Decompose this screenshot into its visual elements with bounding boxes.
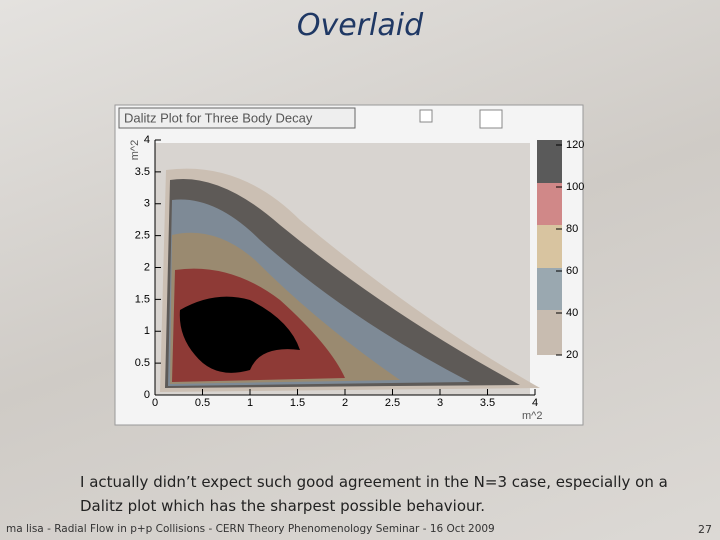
palette-swatch xyxy=(537,140,562,183)
slide-title: Overlaid xyxy=(296,8,424,43)
icon xyxy=(479,109,503,129)
x-tick-label: 1.5 xyxy=(290,397,305,409)
palette-tick-label: 20 xyxy=(566,349,578,361)
icon xyxy=(419,109,433,123)
palette-swatch xyxy=(537,310,562,355)
x-tick-label: 3.5 xyxy=(480,397,495,409)
caption-line: Dalitz plot which has the sharpest possi… xyxy=(80,497,486,515)
x-tick-label: 2.5 xyxy=(385,397,400,409)
y-axis-label: m^2 xyxy=(129,140,141,160)
y-tick-label: 3.5 xyxy=(135,166,150,178)
y-tick-label: 3 xyxy=(144,198,150,210)
caption-line: I actually didn’t expect such good agree… xyxy=(80,473,668,491)
y-tick-label: 1.5 xyxy=(135,293,150,305)
plot-title: Dalitz Plot for Three Body Decay xyxy=(124,110,313,125)
y-tick-label: 0.5 xyxy=(135,357,150,369)
palette-swatch xyxy=(537,183,562,225)
x-axis-label: m^2 xyxy=(522,410,542,422)
palette-tick-label: 120 xyxy=(566,139,584,151)
contour xyxy=(179,296,300,373)
y-tick-label: 2.5 xyxy=(135,230,150,242)
palette-swatch xyxy=(537,225,562,268)
y-tick-label: 4 xyxy=(144,134,150,146)
x-tick-label: 3 xyxy=(437,397,443,409)
palette-tick-label: 40 xyxy=(566,307,578,319)
plot-title-box xyxy=(118,107,356,129)
palette-swatch xyxy=(537,268,562,310)
footer-text: ma lisa - Radial Flow in p+p Collisions … xyxy=(6,523,495,535)
y-tick-label: 2 xyxy=(144,261,150,273)
page-number: 27 xyxy=(698,523,712,536)
palette-tick-label: 60 xyxy=(566,265,578,277)
x-tick-label: 0 xyxy=(152,397,158,409)
palette-tick-label: 100 xyxy=(566,181,584,193)
x-tick-label: 2 xyxy=(342,397,348,409)
y-tick-label: 0 xyxy=(144,389,150,401)
palette-tick-label: 80 xyxy=(566,223,578,235)
x-tick-label: 0.5 xyxy=(195,397,210,409)
x-tick-label: 4 xyxy=(532,397,538,409)
x-tick-label: 1 xyxy=(247,397,253,409)
y-tick-label: 1 xyxy=(144,325,150,337)
